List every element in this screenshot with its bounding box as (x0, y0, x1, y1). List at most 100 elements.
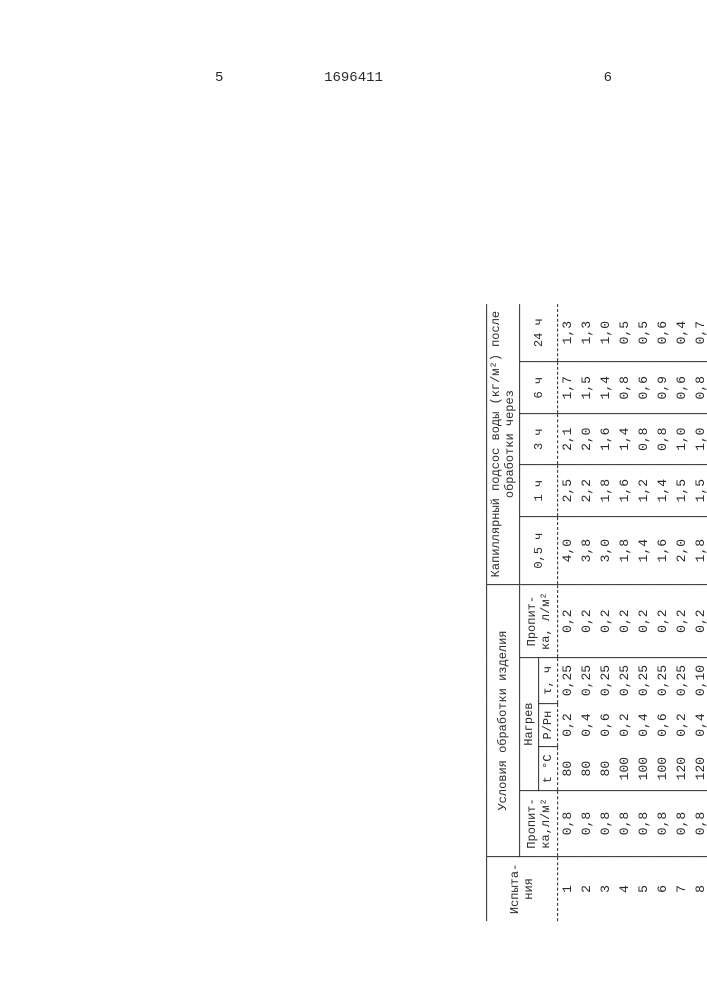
cell-h05: 3,8 (577, 516, 596, 584)
table-row: 80,81200,40,100,21,81,51,00,80,7 (691, 304, 707, 921)
table-row: 50,81000,40,250,21,41,20,80,60,5 (634, 304, 653, 921)
cell-h24: 1,3 (577, 304, 596, 362)
cell-pp: 0,6 (653, 703, 672, 747)
cell-n: 7 (672, 856, 691, 921)
cell-n: 2 (577, 856, 596, 921)
table-row: 30,8800,60,250,23,01,81,61,41,0 (596, 304, 615, 921)
cell-h24: 1,0 (596, 304, 615, 362)
cell-tau: 0,10 (691, 657, 707, 703)
col-h3: 3 ч (520, 413, 558, 464)
cell-h05: 3,0 (596, 516, 615, 584)
cell-n: 6 (653, 856, 672, 921)
cell-t: 80 (558, 747, 578, 791)
table-row: 40,81000,20,250,21,81,61,40,80,5 (615, 304, 634, 921)
group-kapillyar: Капиллярный подсос воды (кг/м²) после об… (487, 304, 520, 585)
cell-p1: 0,8 (596, 791, 615, 856)
cell-tau: 0,25 (653, 657, 672, 703)
cell-h3: 2,1 (558, 413, 578, 464)
cell-tau: 0,25 (577, 657, 596, 703)
cell-h1: 1,6 (615, 465, 634, 516)
cell-h1: 1,4 (653, 465, 672, 516)
cell-p2: 0,2 (615, 585, 634, 658)
cell-h05: 1,8 (615, 516, 634, 584)
cell-h3: 1,4 (615, 413, 634, 464)
cell-h6: 1,4 (596, 362, 615, 413)
cell-pp: 0,2 (615, 703, 634, 747)
cell-h6: 0,6 (672, 362, 691, 413)
cell-pp: 0,6 (596, 703, 615, 747)
cell-p1: 0,8 (634, 791, 653, 856)
cell-tau: 0,25 (634, 657, 653, 703)
cell-h3: 0,8 (634, 413, 653, 464)
col-h24: 24 ч (520, 304, 558, 362)
cell-p1: 0,8 (672, 791, 691, 856)
cell-h6: 0,9 (653, 362, 672, 413)
cell-tau: 0,25 (615, 657, 634, 703)
cell-h3: 1,0 (672, 413, 691, 464)
table-row: 60,81000,60,250,21,61,40,80,90,6 (653, 304, 672, 921)
cell-p1: 0,8 (577, 791, 596, 856)
group-nagrev: Нагрев (520, 657, 539, 790)
cell-p1: 0,8 (558, 791, 578, 856)
col-t: t °С (539, 747, 558, 791)
col-h6: 6 ч (520, 362, 558, 413)
group-usloviya: Условия обработки изделия (487, 585, 520, 856)
cell-h1: 1,8 (596, 465, 615, 516)
cell-h6: 0,8 (691, 362, 707, 413)
cell-p2: 0,2 (634, 585, 653, 658)
page: 5 1696411 6 Испыта- ния Условия обработк… (0, 0, 707, 1000)
page-num-right: 6 (604, 70, 612, 86)
cell-pp: 0,2 (672, 703, 691, 747)
cell-p1: 0,8 (653, 791, 672, 856)
cell-h24: 0,5 (615, 304, 634, 362)
cell-h24: 0,4 (672, 304, 691, 362)
cell-h05: 4,0 (558, 516, 578, 584)
cell-h1: 2,5 (558, 465, 578, 516)
cell-t: 80 (596, 747, 615, 791)
col-ppn: P/Pн (539, 703, 558, 747)
cell-p1: 0,8 (691, 791, 707, 856)
cell-pp: 0,4 (577, 703, 596, 747)
cell-h05: 1,6 (653, 516, 672, 584)
cell-h6: 0,8 (615, 362, 634, 413)
page-num-left: 5 (215, 70, 223, 86)
col-tau: τ, ч (539, 657, 558, 703)
cell-h24: 0,7 (691, 304, 707, 362)
cell-tau: 0,25 (558, 657, 578, 703)
cell-t: 120 (672, 747, 691, 791)
data-table: Испыта- ния Условия обработки изделия Ка… (486, 304, 707, 921)
cell-t: 80 (577, 747, 596, 791)
table-row: 10,8800,20,250,24,02,52,11,71,3 (558, 304, 578, 921)
table-body: 10,8800,20,250,24,02,52,11,71,320,8800,4… (558, 304, 707, 921)
cell-t: 100 (653, 747, 672, 791)
cell-h24: 0,6 (653, 304, 672, 362)
cell-h05: 1,4 (634, 516, 653, 584)
cell-h05: 1,8 (691, 516, 707, 584)
cell-pp: 0,4 (691, 703, 707, 747)
cell-p2: 0,2 (672, 585, 691, 658)
cell-h6: 0,6 (634, 362, 653, 413)
cell-h6: 1,7 (558, 362, 578, 413)
cell-h3: 1,0 (691, 413, 707, 464)
cell-n: 3 (596, 856, 615, 921)
cell-h1: 1,5 (672, 465, 691, 516)
cell-h1: 2,2 (577, 465, 596, 516)
cell-h6: 1,5 (577, 362, 596, 413)
cell-n: 8 (691, 856, 707, 921)
cell-t: 100 (634, 747, 653, 791)
cell-h1: 1,2 (634, 465, 653, 516)
cell-h3: 2,0 (577, 413, 596, 464)
cell-h24: 0,5 (634, 304, 653, 362)
doc-number: 1696411 (324, 70, 383, 86)
cell-tau: 0,25 (596, 657, 615, 703)
cell-p2: 0,2 (577, 585, 596, 658)
cell-t: 100 (615, 747, 634, 791)
page-header: 5 1696411 6 (0, 70, 707, 86)
cell-n: 5 (634, 856, 653, 921)
col-h1: 1 ч (520, 465, 558, 516)
cell-p1: 0,8 (615, 791, 634, 856)
cell-h24: 1,3 (558, 304, 578, 362)
cell-pp: 0,4 (634, 703, 653, 747)
cell-n: 4 (615, 856, 634, 921)
cell-p2: 0,2 (596, 585, 615, 658)
